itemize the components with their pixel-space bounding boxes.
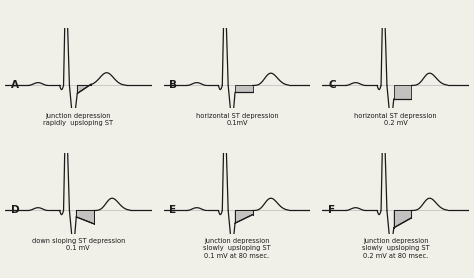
Polygon shape — [77, 84, 91, 93]
Polygon shape — [76, 210, 94, 224]
Text: horizontal ST depression
0.2 mV: horizontal ST depression 0.2 mV — [355, 113, 437, 126]
Polygon shape — [235, 210, 253, 223]
Text: junction depression
slowly  upsloping ST
0.2 mV at 80 msec.: junction depression slowly upsloping ST … — [362, 238, 429, 259]
Text: D: D — [10, 205, 19, 215]
Text: F: F — [328, 205, 335, 215]
Bar — [235, 85, 253, 92]
Text: down sloping ST depression
0.1 mV: down sloping ST depression 0.1 mV — [32, 238, 125, 251]
Text: C: C — [328, 80, 336, 90]
Text: A: A — [10, 80, 18, 90]
Bar — [394, 85, 411, 99]
Polygon shape — [394, 210, 411, 228]
Text: junction depression
rapidly  upsloping ST: junction depression rapidly upsloping ST — [43, 113, 113, 126]
Text: junction depression
slowly  upsloping ST
0.1 mV at 80 msec.: junction depression slowly upsloping ST … — [203, 238, 271, 259]
Text: E: E — [169, 205, 176, 215]
Text: horizontal ST depression
0.1mV: horizontal ST depression 0.1mV — [196, 113, 278, 126]
Text: B: B — [169, 80, 177, 90]
